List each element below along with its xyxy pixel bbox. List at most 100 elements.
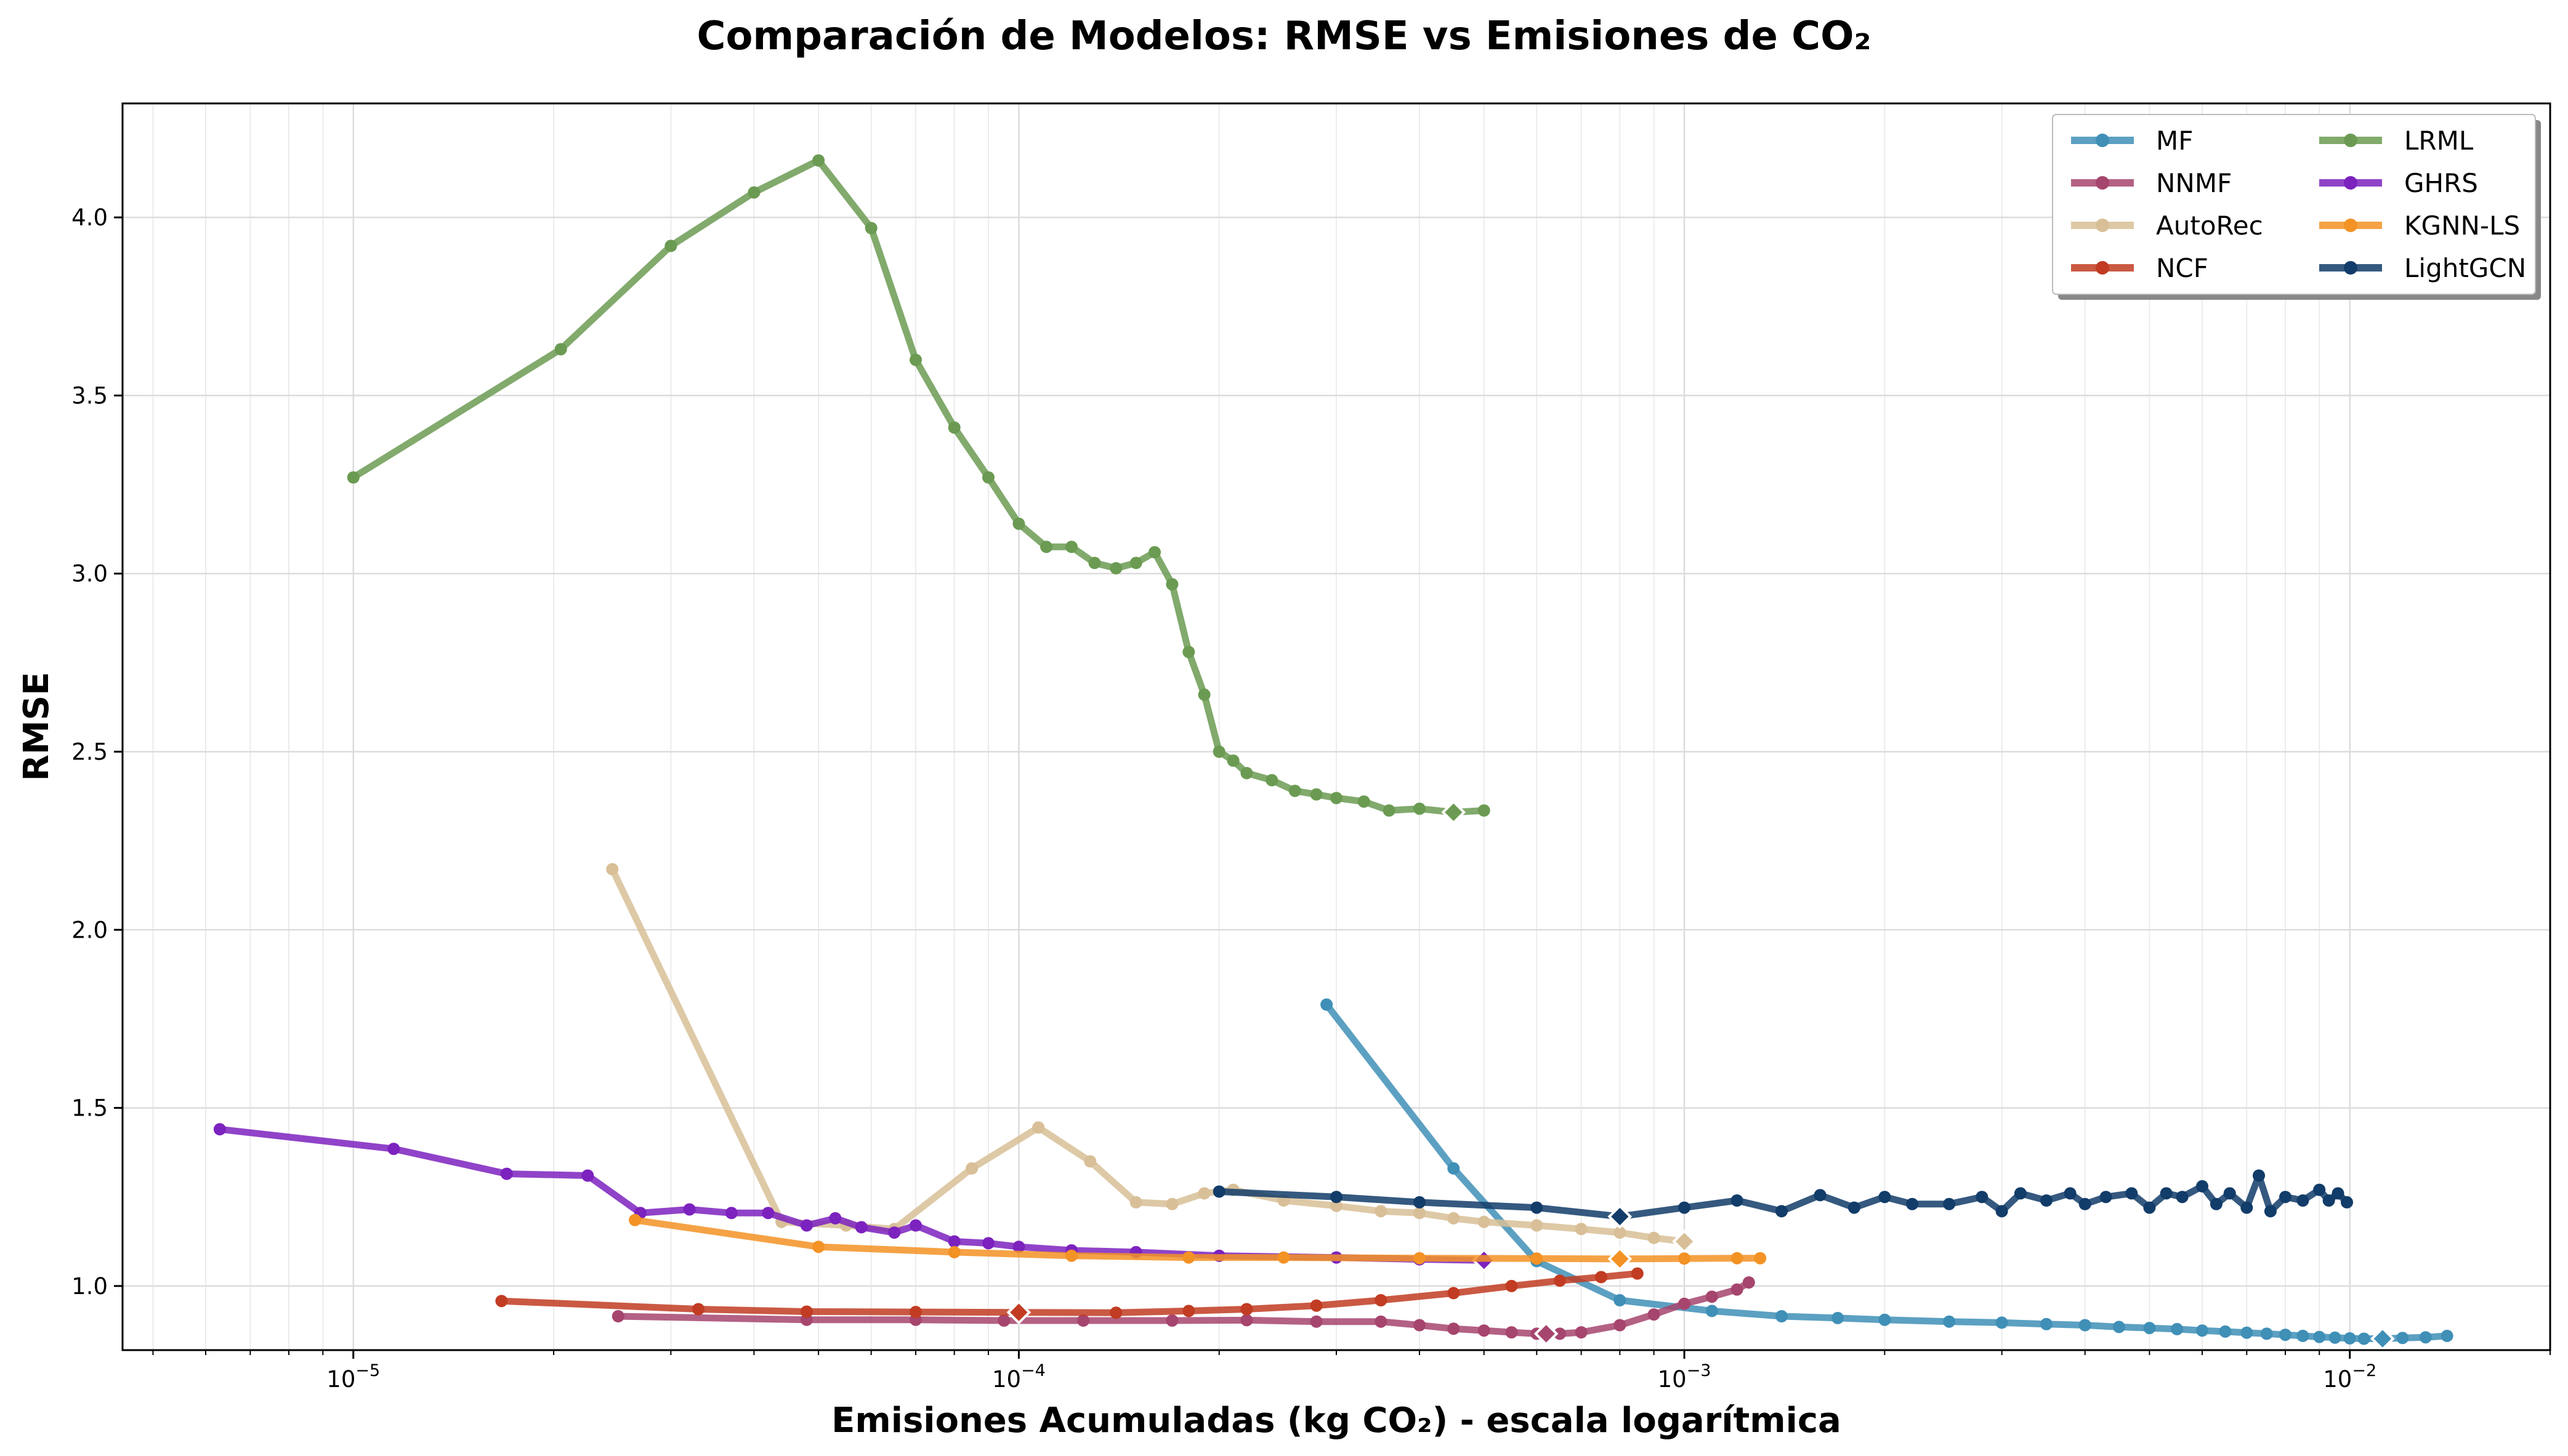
data-point-autorec: [1084, 1155, 1097, 1168]
data-point-nnmf: [1447, 1322, 1460, 1335]
data-point-ncf: [910, 1306, 922, 1319]
data-point-ghrs: [829, 1212, 842, 1225]
data-point-lightgcn: [2176, 1191, 2189, 1204]
y-tick-label: 2.0: [71, 917, 108, 943]
best-marker-autorec: [1672, 1229, 1697, 1254]
data-point-ncf: [1631, 1267, 1644, 1280]
data-point-lrml: [748, 186, 761, 199]
data-point-ncf: [1240, 1303, 1253, 1316]
data-point-mf: [1320, 998, 1333, 1011]
data-point-autorec: [1330, 1199, 1343, 1212]
data-point-lrml: [554, 343, 567, 356]
series-line-kgnn-ls: [631, 1217, 1764, 1263]
data-point-lightgcn: [2322, 1194, 2335, 1207]
data-point-mf: [2343, 1332, 2356, 1345]
data-point-nnmf: [1477, 1324, 1490, 1337]
data-point-autorec: [1413, 1207, 1426, 1220]
series-lrml: [347, 154, 1490, 825]
y-tick-label: 3.5: [71, 382, 108, 409]
data-point-lightgcn: [1775, 1205, 1788, 1218]
data-point-lrml: [1227, 754, 1240, 767]
data-point-kgnn-ls: [1530, 1252, 1543, 1265]
legend-box: [2052, 114, 2536, 295]
legend-label: LightGCN: [2404, 253, 2526, 283]
data-point-ghrs: [910, 1219, 922, 1232]
data-point-kgnn-ls: [629, 1213, 642, 1226]
data-point-lrml: [1310, 788, 1323, 801]
data-point-lightgcn: [1413, 1196, 1426, 1209]
series-line-ghrs: [216, 1125, 1488, 1264]
legend-swatch-marker: [2096, 219, 2109, 232]
ticks: 10−5 10−4 10−3 10−2 1.0 1.5 2.0 2.5 3.0 3.5 4.0: [71, 204, 2551, 1393]
data-point-autorec: [1477, 1215, 1490, 1228]
data-point-ghrs: [683, 1203, 696, 1216]
legend: MF NNMF AutoRec NCF LRML GHRS KGNN-LS LightGCN: [2052, 114, 2541, 300]
data-point-ncf: [800, 1305, 813, 1318]
data-point-lightgcn: [2099, 1191, 2112, 1204]
data-point-mf: [2219, 1325, 2232, 1338]
data-point-nnmf: [1077, 1314, 1090, 1327]
legend-label: AutoRec: [2156, 211, 2263, 241]
data-point-nnmf: [1730, 1283, 1743, 1296]
data-point-lightgcn: [1906, 1197, 1919, 1210]
data-point-lightgcn: [1678, 1201, 1690, 1214]
data-point-lightgcn: [2210, 1197, 2223, 1210]
legend-label: GHRS: [2404, 168, 2478, 198]
data-point-ghrs: [500, 1167, 513, 1180]
data-point-lightgcn: [2341, 1196, 2353, 1209]
data-point-autorec: [1613, 1226, 1626, 1239]
best-marker-nnmf: [1533, 1321, 1559, 1346]
y-tick-label: 4.0: [71, 204, 108, 231]
data-point-lrml: [1413, 802, 1426, 815]
data-point-lightgcn: [2196, 1180, 2208, 1193]
data-point-kgnn-ls: [1065, 1249, 1078, 1262]
y-axis-label: RMSE: [17, 672, 57, 781]
data-point-autorec: [1575, 1223, 1588, 1236]
data-point-nnmf: [1310, 1315, 1323, 1328]
data-point-mf: [2171, 1322, 2184, 1335]
legend-label: MF: [2156, 126, 2193, 156]
data-point-lrml: [1110, 562, 1123, 574]
data-point-mf: [1705, 1305, 1718, 1317]
data-point-lightgcn: [2332, 1187, 2344, 1200]
data-point-lightgcn: [1847, 1201, 1860, 1214]
data-point-lightgcn: [2040, 1194, 2053, 1207]
data-point-mf: [2328, 1331, 2341, 1344]
data-point-lrml: [910, 353, 922, 366]
data-point-autorec: [1032, 1121, 1045, 1134]
x-tick-label: 10−3: [1658, 1361, 1711, 1393]
data-point-ghrs: [1012, 1241, 1025, 1253]
data-point-nnmf: [1166, 1314, 1179, 1327]
data-point-lightgcn: [1730, 1194, 1743, 1207]
series-lightgcn: [1213, 1169, 2353, 1229]
data-point-mf: [2078, 1319, 2091, 1332]
data-point-ghrs: [581, 1169, 594, 1182]
data-point-lightgcn: [1995, 1205, 2008, 1218]
data-point-ghrs: [888, 1226, 901, 1239]
data-point-ncf: [1553, 1274, 1566, 1287]
data-point-lightgcn: [2296, 1194, 2309, 1207]
data-point-lrml: [664, 239, 677, 252]
data-point-mf: [1613, 1294, 1626, 1306]
data-point-ncf: [1310, 1299, 1323, 1312]
data-point-mf: [1447, 1162, 1460, 1175]
data-point-mf: [2313, 1330, 2326, 1343]
data-point-lrml: [1198, 688, 1211, 701]
y-tick-label: 1.0: [71, 1273, 108, 1300]
data-point-lightgcn: [1213, 1185, 1225, 1198]
legend-label: NNMF: [2156, 168, 2232, 198]
series-ncf: [495, 1267, 1644, 1325]
data-point-mf: [2419, 1331, 2432, 1344]
data-point-autorec: [966, 1162, 979, 1175]
data-point-ncf: [1182, 1305, 1195, 1317]
data-point-nnmf: [1647, 1308, 1660, 1321]
data-point-autorec: [1166, 1197, 1179, 1210]
data-point-nnmf: [1613, 1319, 1626, 1332]
data-point-autorec: [1447, 1212, 1460, 1225]
data-point-nnmf: [1742, 1276, 1755, 1289]
data-point-nnmf: [1505, 1326, 1518, 1339]
data-point-lightgcn: [1943, 1197, 1956, 1210]
data-point-lightgcn: [1878, 1191, 1891, 1204]
data-point-lrml: [1477, 804, 1490, 817]
data-point-ghrs: [387, 1143, 400, 1156]
